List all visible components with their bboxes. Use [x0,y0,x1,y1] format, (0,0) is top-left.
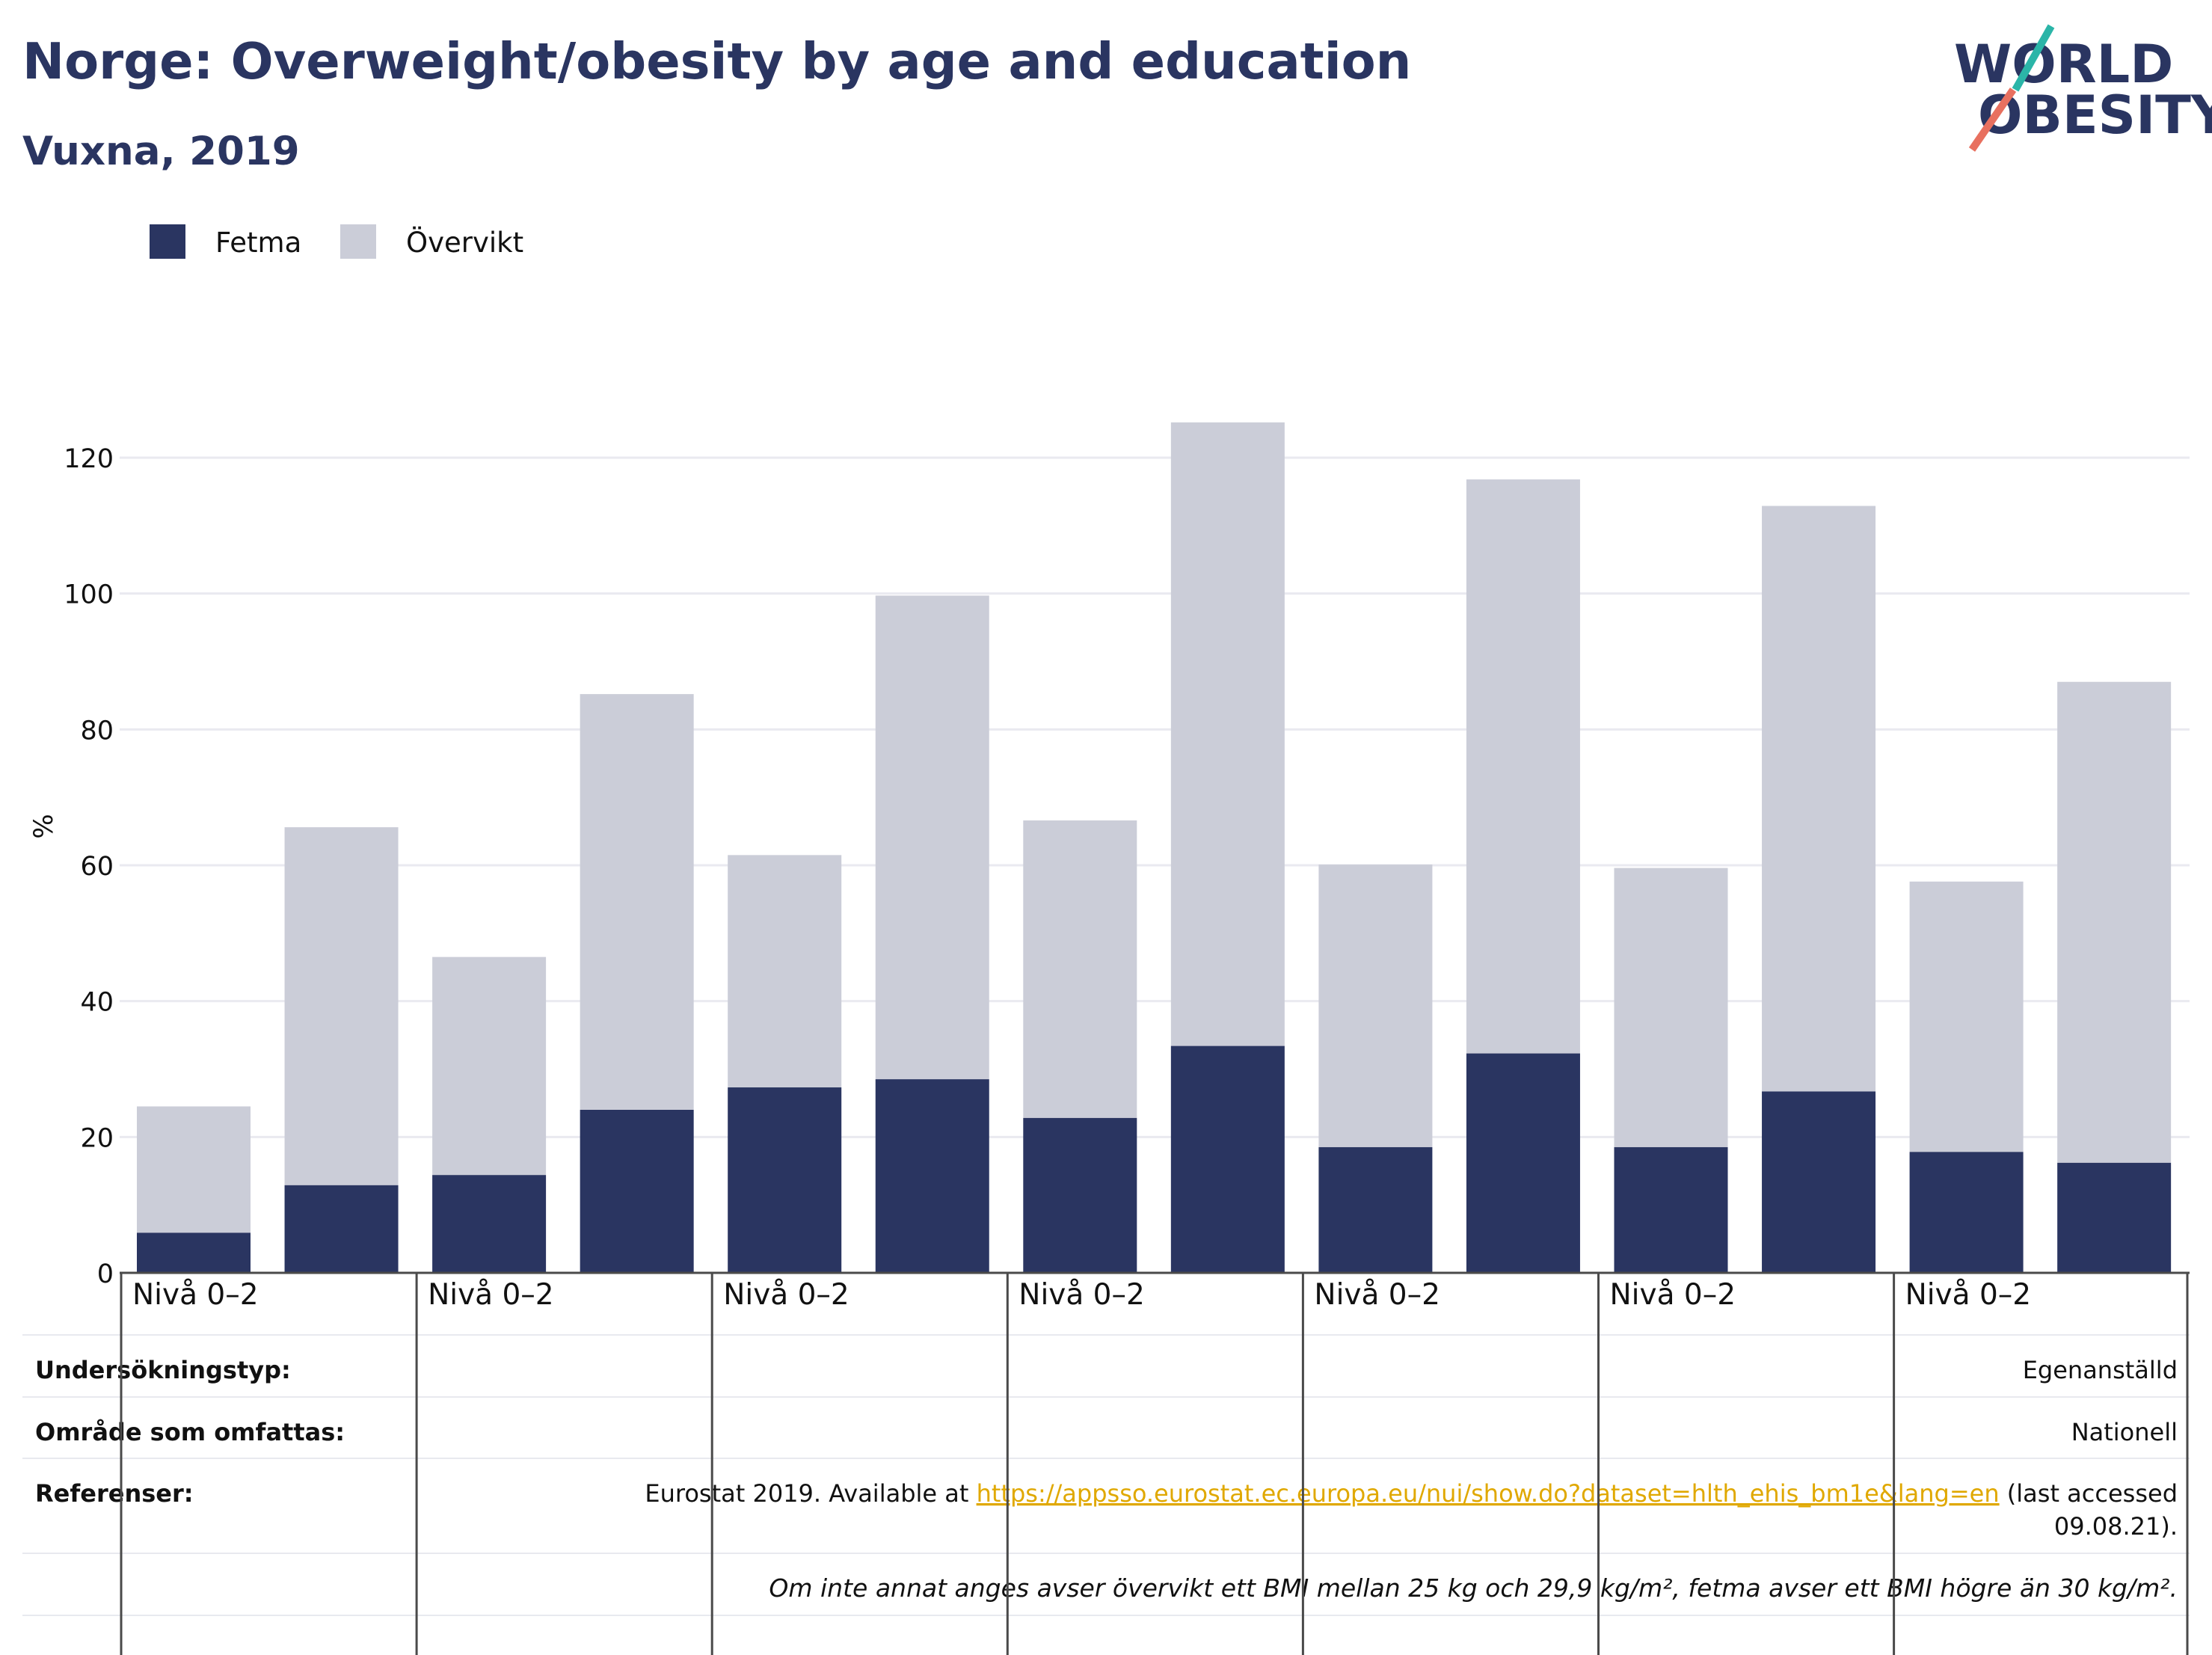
bar-fetma [1170,1045,1285,1273]
category-label: Nivå 0–2 [428,1278,554,1312]
table-label-coverage: Område som omfattas: [35,1418,345,1446]
bar-overvikt [137,1106,251,1233]
bar-overvikt [432,957,547,1176]
chart-title: Norge: Overweight/obesity by age and edu… [22,32,1411,90]
y-tick-label: 120 [64,444,114,474]
bar-overvikt [1318,865,1433,1147]
bar-fetma [1762,1091,1876,1273]
table-label-survey-type: Undersökningstyp: [35,1356,291,1384]
bar-fetma [580,1110,694,1273]
category-label: Nivå 0–2 [1314,1278,1440,1312]
table-label-references: Referenser: [35,1479,194,1508]
bar-overvikt [1762,506,1876,1092]
bar-fetma [728,1087,842,1273]
gridlines [120,456,2190,1138]
logo-line-1: WORLD [1954,34,2173,95]
reference-text-after: (last accessed [2000,1479,2178,1508]
bar-fetma [1318,1146,1433,1273]
reference-text: Eurostat 2019. Available at [645,1479,976,1508]
bar-overvikt [875,595,989,1080]
bar-overvikt [2057,681,2172,1163]
table-value-references: Eurostat 2019. Available at https://apps… [645,1479,2178,1508]
bar-overvikt [580,694,694,1110]
bar-fetma [432,1175,547,1273]
bar-fetma [2057,1162,2172,1273]
bar-overvikt [284,827,399,1185]
y-tick-label: 0 [97,1259,114,1289]
bar-fetma [1614,1146,1728,1273]
bar-fetma [1909,1152,2024,1273]
category-label: Nivå 0–2 [1019,1278,1145,1312]
bar-overvikt [1170,422,1285,1046]
bar-overvikt [1614,868,1728,1147]
legend-swatch-overvikt [340,224,376,259]
y-tick-label: 80 [80,716,114,746]
table-value-survey-type: Egenanställd [2023,1356,2178,1384]
logo-slash-teal [2012,24,2055,92]
chart-subtitle: Vuxna, 2019 [22,129,300,174]
category-label: Nivå 0–2 [132,1278,259,1312]
bar-fetma [1466,1053,1580,1273]
y-axis-title: % [29,814,59,838]
y-axis-ticks: 0 20 40 60 80 100 120 [64,444,114,1289]
logo-line-2: OBESITY [1978,85,2212,146]
y-tick-label: 20 [80,1123,114,1153]
bar-fetma [137,1232,251,1273]
bar-fetma [1023,1117,1137,1273]
bar-overvikt [1023,820,1137,1118]
category-label: Nivå 0–2 [1905,1278,2032,1312]
category-label: Nivå 0–2 [1610,1278,1736,1312]
bar-overvikt [1909,881,2024,1152]
bar-fetma [284,1185,399,1273]
bar-overvikt [728,855,842,1088]
legend: Fetma Övervikt [150,224,523,259]
y-tick-label: 100 [64,580,114,610]
group-dividers [120,1271,2190,1655]
legend-label-overvikt: Övervikt [406,227,523,259]
world-obesity-logo: WORLD OBESITY [1954,24,2212,152]
category-label: Nivå 0–2 [723,1278,850,1312]
bars [137,422,2172,1273]
bar-overvikt [1466,479,1580,1054]
table-value-references-line2: 09.08.21). [2054,1512,2178,1541]
legend-swatch-fetma [150,224,185,259]
table-value-coverage: Nationell [2071,1418,2178,1446]
y-tick-label: 40 [80,988,114,1018]
logo-slash-coral [1968,87,2017,152]
legend-label-fetma: Fetma [215,227,301,259]
y-tick-label: 60 [80,852,114,882]
info-table: Undersökningstyp: Egenanställd Område so… [22,1334,2190,1616]
table-note: Om inte annat anges avser övervikt ett B… [769,1573,2178,1603]
category-labels: Nivå 0–2 Nivå 0–2 Nivå 0–2 Nivå 0–2 Nivå 0–2… [132,1278,2031,1312]
bar-fetma [875,1079,989,1273]
reference-link[interactable]: https://appsso.eurostat.ec.europa.eu/nui… [977,1479,2000,1508]
